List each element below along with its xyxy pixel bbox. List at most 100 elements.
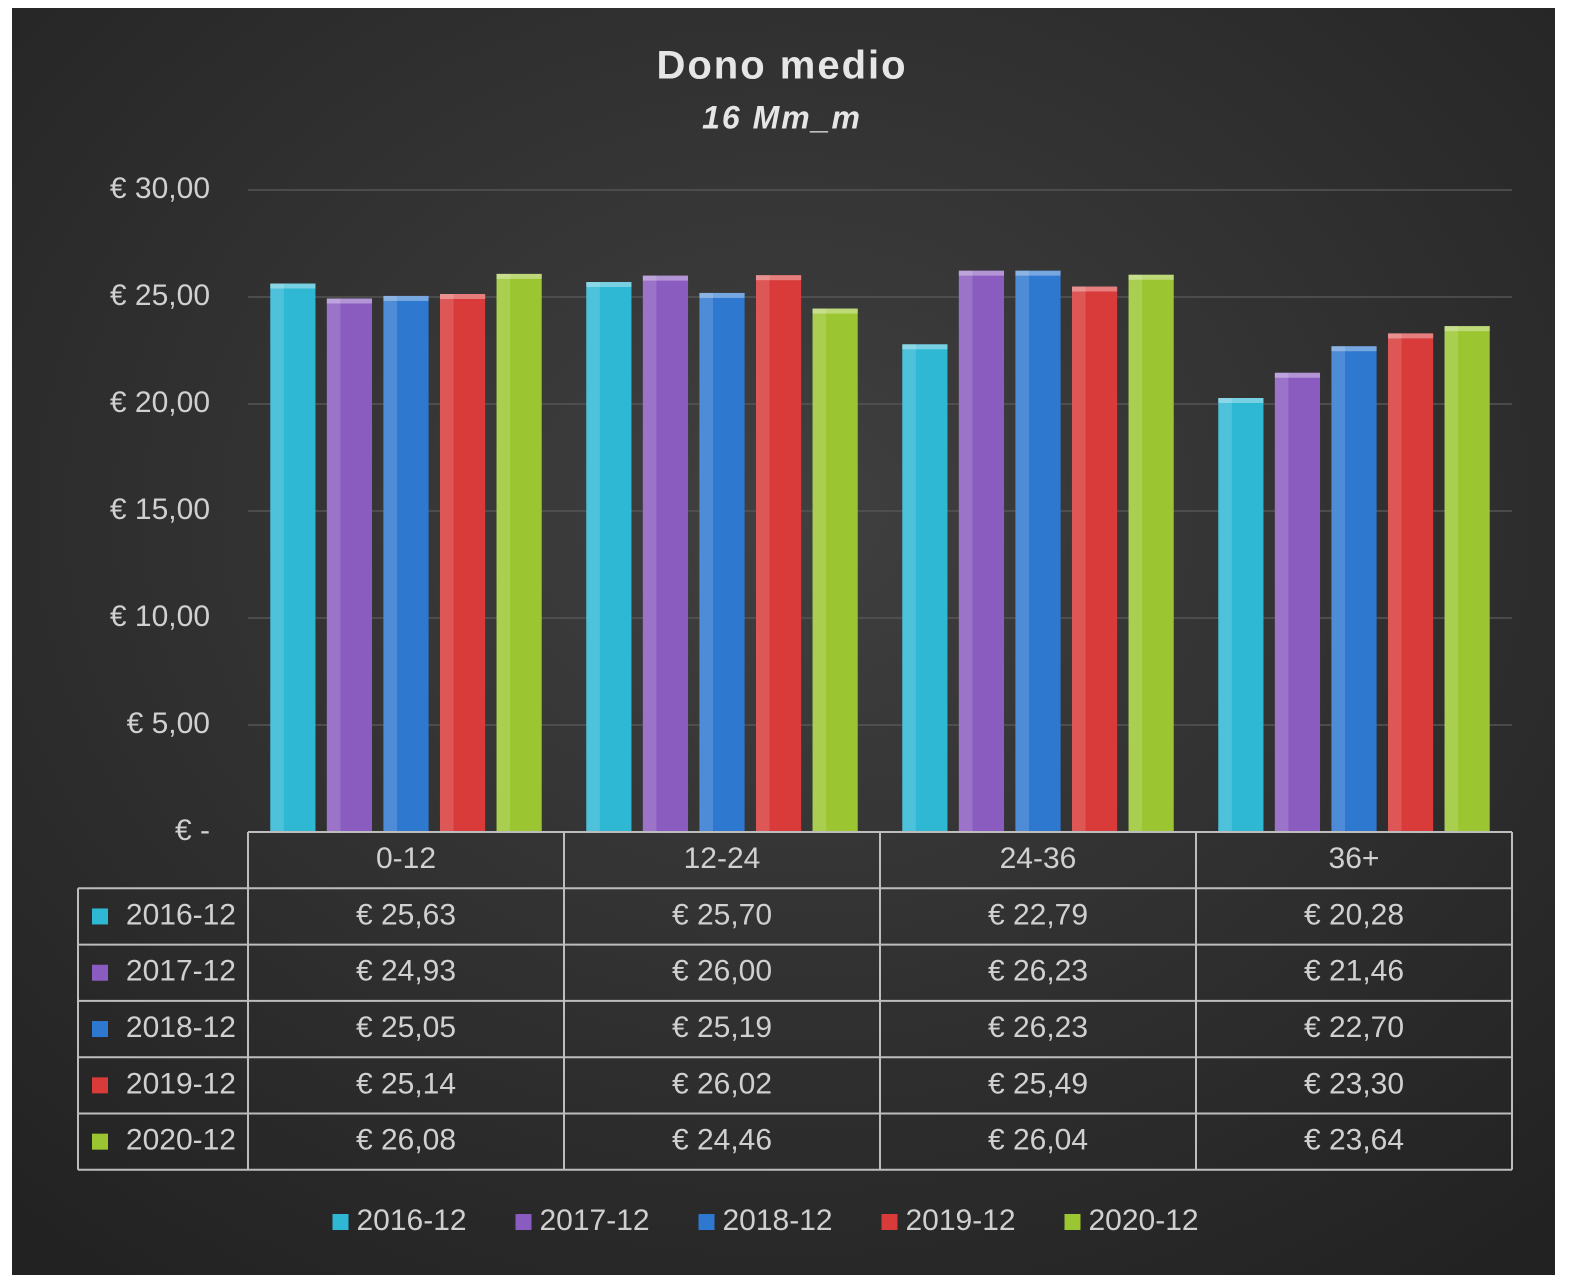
table-value: € 25,14: [356, 1067, 456, 1100]
bar: [1274, 372, 1321, 832]
bar-cap: [699, 292, 745, 298]
bar-highlight: [1071, 286, 1086, 832]
bar: [496, 273, 542, 832]
bar: [902, 344, 948, 832]
bar-highlight: [1274, 372, 1289, 832]
bar-cap: [1444, 326, 1490, 332]
y-tick-label: € 5,00: [127, 707, 210, 740]
bar: [1128, 274, 1174, 832]
legend-label: 2017-12: [540, 1204, 650, 1237]
bar-highlight: [270, 283, 284, 832]
bar-cap: [642, 275, 689, 281]
table-value: € 26,04: [988, 1124, 1088, 1157]
bar-highlight: [1387, 333, 1402, 832]
table-value: € 23,30: [1304, 1067, 1404, 1100]
table-value: € 26,23: [988, 955, 1088, 988]
table-series-label: 2019-12: [126, 1067, 236, 1100]
table-value: € 25,19: [672, 1011, 772, 1044]
y-tick-label: € 10,00: [110, 600, 210, 633]
table-value: € 24,93: [356, 955, 456, 988]
table-series-label: 2018-12: [126, 1011, 236, 1044]
table-value: € 26,08: [356, 1124, 456, 1157]
bar-highlight: [439, 294, 454, 832]
table-series-label: 2017-12: [126, 955, 236, 988]
bar-cap: [1387, 333, 1434, 339]
bar-cap: [1218, 398, 1264, 404]
bar-cap: [1331, 346, 1377, 352]
bar-cap: [1015, 270, 1061, 276]
table-legend-key: [92, 1133, 108, 1150]
bar: [812, 308, 858, 832]
bar: [1387, 333, 1434, 832]
table-value: € 25,49: [988, 1067, 1088, 1100]
y-tick-label: € 30,00: [110, 172, 210, 205]
bar: [755, 275, 802, 832]
bar: [642, 275, 689, 833]
legend-key: [1064, 1214, 1081, 1230]
bar-highlight: [1128, 274, 1143, 832]
bar: [1444, 326, 1490, 832]
bar: [383, 295, 429, 832]
bar-cap: [755, 275, 802, 281]
table-value: € 21,46: [1304, 955, 1404, 988]
bar-highlight: [383, 295, 397, 832]
y-tick-label: € 20,00: [110, 386, 210, 419]
bar: [326, 298, 373, 832]
table-value: € 24,46: [672, 1124, 772, 1157]
table-value: € 22,79: [988, 898, 1088, 931]
bar-cap: [383, 295, 429, 301]
legend-label: 2019-12: [906, 1204, 1016, 1237]
bar: [699, 292, 745, 833]
x-tick-label: 24-36: [1000, 842, 1077, 875]
legend-key: [515, 1214, 532, 1230]
table-value: € 20,28: [1304, 898, 1404, 931]
x-tick-label: 12-24: [684, 842, 761, 875]
legend-label: 2020-12: [1089, 1204, 1199, 1237]
x-tick-label: 0-12: [376, 842, 436, 875]
table-series-label: 2020-12: [126, 1124, 236, 1157]
y-tick-label: € -: [175, 814, 210, 847]
bar-highlight: [586, 282, 600, 832]
bar-highlight: [1444, 326, 1459, 832]
bar-highlight: [1218, 398, 1232, 832]
bar: [270, 283, 316, 832]
bar-highlight: [812, 308, 827, 832]
table-value: € 26,23: [988, 1011, 1088, 1044]
table-legend-key: [92, 1077, 108, 1094]
table-value: € 25,05: [356, 1011, 456, 1044]
bar-highlight: [1015, 270, 1029, 833]
bar-cap: [326, 298, 373, 304]
bar-cap: [1071, 286, 1118, 292]
bar-cap: [958, 270, 1005, 276]
bar-highlight: [902, 344, 916, 832]
legend-label: 2018-12: [723, 1204, 833, 1237]
bar: [1218, 398, 1264, 832]
bar-cap: [1128, 274, 1174, 280]
y-tick-label: € 25,00: [110, 279, 210, 312]
bar-cap: [812, 308, 858, 314]
bar-highlight: [755, 275, 770, 832]
table-legend-key: [92, 1021, 108, 1038]
table-legend-key: [92, 908, 108, 925]
bar: [1331, 346, 1377, 832]
bar-cap: [902, 344, 948, 350]
legend-key: [881, 1214, 898, 1230]
table-value: € 25,63: [356, 898, 456, 931]
bar: [958, 270, 1005, 833]
bar-highlight: [1331, 346, 1345, 832]
legend-key: [698, 1214, 715, 1230]
bar-highlight: [326, 298, 341, 832]
bar-cap: [439, 294, 486, 300]
bar: [586, 282, 632, 832]
bar-highlight: [496, 273, 511, 832]
bar: [439, 294, 486, 832]
bar-cap: [586, 282, 632, 288]
x-tick-label: 36+: [1329, 842, 1380, 875]
bar-cap: [1274, 372, 1321, 378]
table-value: € 26,02: [672, 1067, 772, 1100]
bar: [1015, 270, 1061, 833]
table-value: € 22,70: [1304, 1011, 1404, 1044]
table-value: € 26,00: [672, 955, 772, 988]
bar-highlight: [699, 292, 713, 833]
